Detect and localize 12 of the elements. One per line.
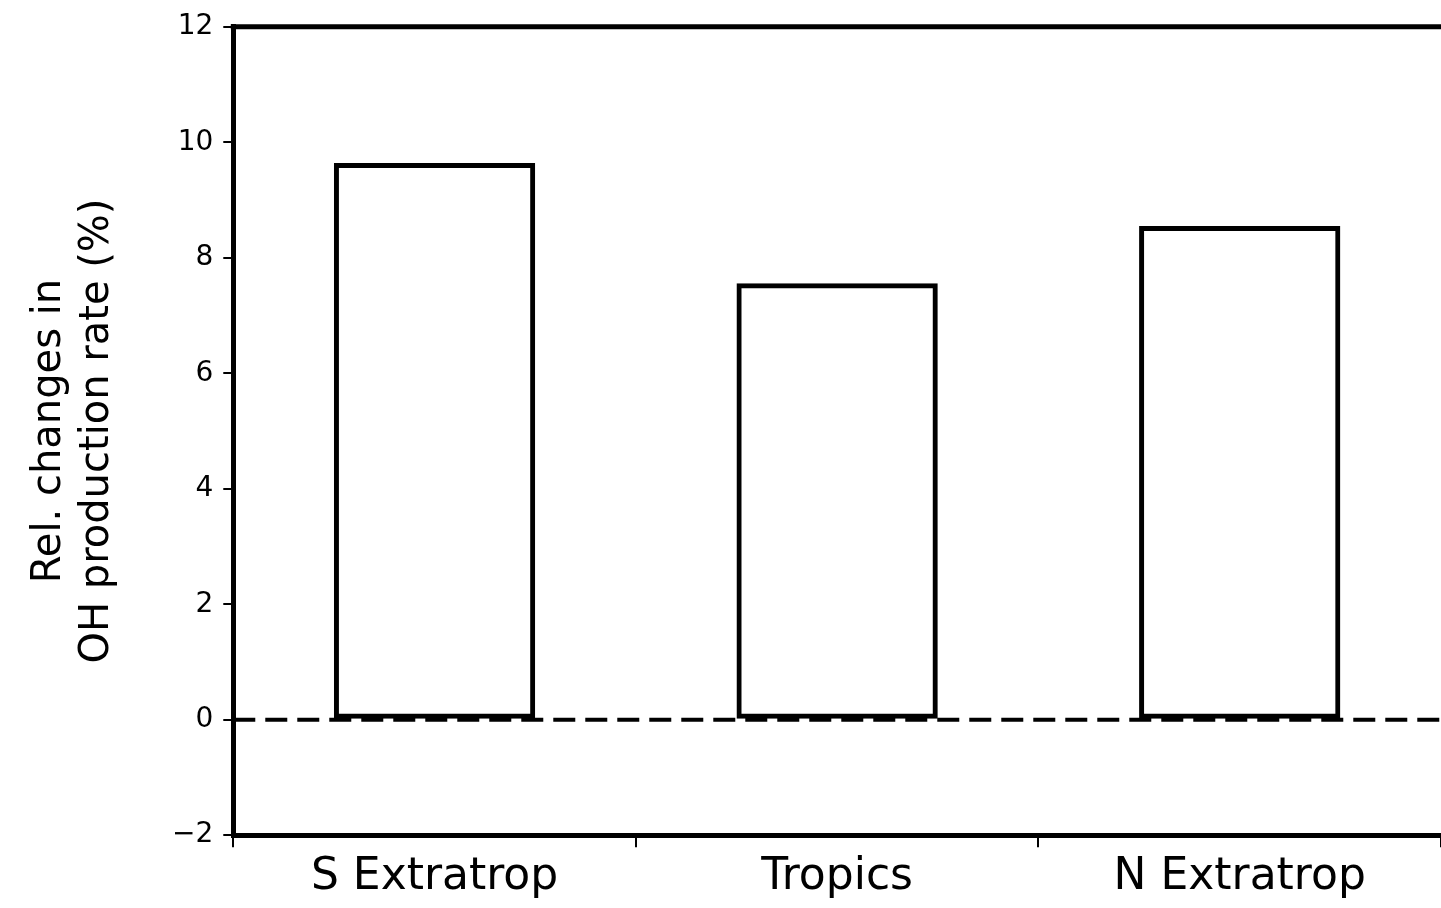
- x-tick-label: S Extratrop: [310, 848, 559, 900]
- y-tick-label: 6: [195, 354, 214, 388]
- y-tick-label: −2: [171, 816, 214, 850]
- y-axis-title: Rel. changes in OH production rate (%): [23, 198, 118, 664]
- y-tick-label: 8: [195, 239, 214, 273]
- y-tick-label: 10: [177, 123, 214, 157]
- y-tick-label: 12: [177, 8, 214, 42]
- y-tick-label: 2: [195, 585, 214, 619]
- x-tick-label: N Extratrop: [1113, 848, 1366, 900]
- y-tick-label: 0: [195, 701, 214, 734]
- y-tick-label: 4: [195, 470, 214, 504]
- x-tick-label: Tropics: [760, 848, 913, 900]
